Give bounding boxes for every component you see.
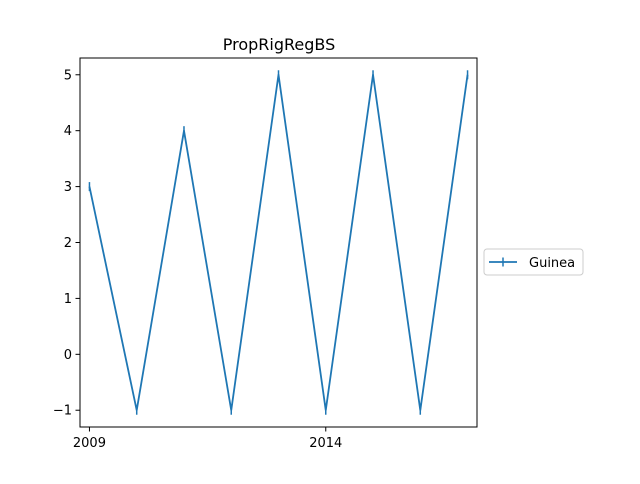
y-tick-label: 0 bbox=[64, 348, 72, 363]
x-tick-label: 2009 bbox=[73, 436, 106, 451]
x-tick-label: 2014 bbox=[309, 436, 342, 451]
plot-area bbox=[88, 70, 469, 415]
legend-box bbox=[483, 248, 584, 276]
y-tick-label: 3 bbox=[64, 180, 72, 195]
y-tick-label: 5 bbox=[64, 68, 72, 83]
y-tick-label: 4 bbox=[64, 124, 72, 139]
y-tick-label: 1 bbox=[64, 292, 72, 307]
plot-frame bbox=[79, 57, 478, 428]
legend-label-guinea: Guinea bbox=[529, 256, 575, 271]
chart-title: PropRigRegBS bbox=[223, 35, 336, 54]
axes: 2009 2014 −1 0 1 2 3 4 5 bbox=[53, 68, 342, 451]
legend: Guinea bbox=[483, 248, 584, 276]
y-tick-label: −1 bbox=[53, 404, 72, 419]
y-tick-label: 2 bbox=[64, 236, 72, 251]
